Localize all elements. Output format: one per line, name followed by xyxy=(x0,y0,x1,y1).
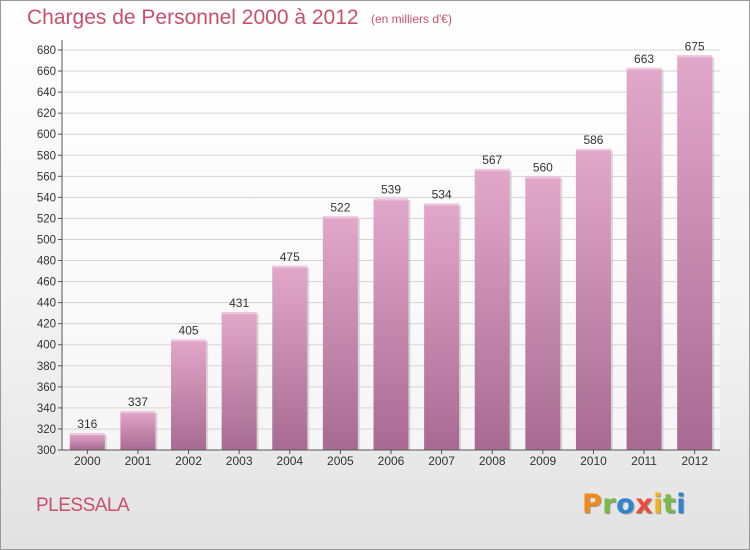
x-tick-label: 2006 xyxy=(378,454,405,468)
y-tick-label: 340 xyxy=(37,403,56,415)
bar-value-label: 405 xyxy=(179,323,199,337)
y-tick-label: 380 xyxy=(37,361,56,373)
bar xyxy=(373,198,409,450)
bar-value-label: 534 xyxy=(432,188,452,202)
bar-highlight xyxy=(474,168,510,171)
y-tick-label: 640 xyxy=(37,87,56,99)
y-tick-label: 300 xyxy=(37,445,56,457)
bar-highlight xyxy=(525,176,561,179)
x-tick-label: 2000 xyxy=(74,454,101,468)
y-tick-label: 500 xyxy=(37,234,56,246)
bar-value-label: 560 xyxy=(533,160,553,174)
bar xyxy=(272,265,308,450)
x-tick-label: 2005 xyxy=(327,454,354,468)
bar-value-label: 431 xyxy=(229,296,249,310)
proxiti-logo[interactable]: Proxiti xyxy=(582,489,686,520)
bar-value-label: 675 xyxy=(685,39,705,53)
logo-letter: t xyxy=(662,489,677,520)
bar-highlight xyxy=(373,198,409,201)
bar xyxy=(221,312,257,450)
logo-letter: i xyxy=(653,489,663,520)
bar-value-label: 586 xyxy=(583,133,603,147)
y-tick-label: 580 xyxy=(37,150,56,162)
bar xyxy=(626,67,662,450)
chart-title: Charges de Personnel 2000 à 2012 xyxy=(27,6,359,29)
x-tick-label: 2004 xyxy=(276,454,303,468)
bar-value-label: 663 xyxy=(634,52,654,66)
bar xyxy=(322,216,358,450)
y-tick-label: 400 xyxy=(37,340,56,352)
y-tick-label: 440 xyxy=(37,298,56,310)
bar xyxy=(677,55,713,451)
bar-value-label: 567 xyxy=(482,153,502,167)
bar-highlight xyxy=(677,55,713,58)
y-tick-label: 480 xyxy=(37,256,56,268)
axes: 300 320 340 360 380 400 420 440 460 480 500 520 540 5… xyxy=(37,40,720,468)
bar-value-label: 337 xyxy=(128,395,148,409)
logo-letter: P xyxy=(582,489,603,520)
bar-highlight xyxy=(272,265,308,268)
bar xyxy=(575,148,611,450)
bar xyxy=(120,411,156,450)
bar-highlight xyxy=(424,203,460,206)
y-tick-label: 600 xyxy=(37,129,56,141)
y-tick-label: 460 xyxy=(37,277,56,289)
y-tick-label: 680 xyxy=(37,45,56,57)
y-tick-label: 540 xyxy=(37,192,56,204)
bar-value-label: 522 xyxy=(330,200,350,214)
logo-letter: i xyxy=(676,489,687,520)
bars: 316 337 405 431 475 522 539 534 567 560 586 663 675 xyxy=(69,39,715,451)
bar-highlight xyxy=(221,312,257,315)
x-tick-label: 2001 xyxy=(125,454,152,468)
x-tick-label: 2010 xyxy=(580,454,607,468)
bar xyxy=(69,433,105,450)
bar-value-label: 475 xyxy=(280,250,300,264)
bar-highlight xyxy=(322,216,358,219)
bar-highlight xyxy=(626,67,662,70)
logo-letter: x xyxy=(635,489,654,520)
y-tick-label: 320 xyxy=(37,424,56,436)
y-tick-label: 360 xyxy=(37,382,56,394)
bar-value-label: 316 xyxy=(77,417,97,431)
bar-highlight xyxy=(120,411,156,414)
bar xyxy=(424,203,460,450)
x-tick-label: 2012 xyxy=(681,454,708,468)
y-tick-label: 660 xyxy=(37,66,56,78)
bar xyxy=(474,168,510,450)
bar xyxy=(171,339,207,450)
bar-highlight xyxy=(171,339,207,342)
y-tick-label: 420 xyxy=(37,319,56,331)
commune-name: PLESSALA xyxy=(36,495,130,516)
bar xyxy=(525,176,561,450)
bar-highlight xyxy=(575,148,611,151)
y-tick-label: 520 xyxy=(37,213,56,225)
logo-letter: r xyxy=(602,489,617,520)
logo-letter: o xyxy=(616,489,636,520)
x-tick-label: 2008 xyxy=(479,454,506,468)
bar-highlight xyxy=(69,433,105,436)
bar-value-label: 539 xyxy=(381,182,401,196)
x-tick-label: 2011 xyxy=(631,454,657,468)
y-tick-label: 560 xyxy=(37,171,56,183)
x-tick-label: 2003 xyxy=(226,454,253,468)
y-tick-label: 620 xyxy=(37,108,56,120)
x-tick-label: 2007 xyxy=(428,454,455,468)
chart-subtitle: (en milliers d'€) xyxy=(371,12,452,26)
x-tick-label: 2002 xyxy=(175,454,202,468)
x-tick-label: 2009 xyxy=(529,454,556,468)
